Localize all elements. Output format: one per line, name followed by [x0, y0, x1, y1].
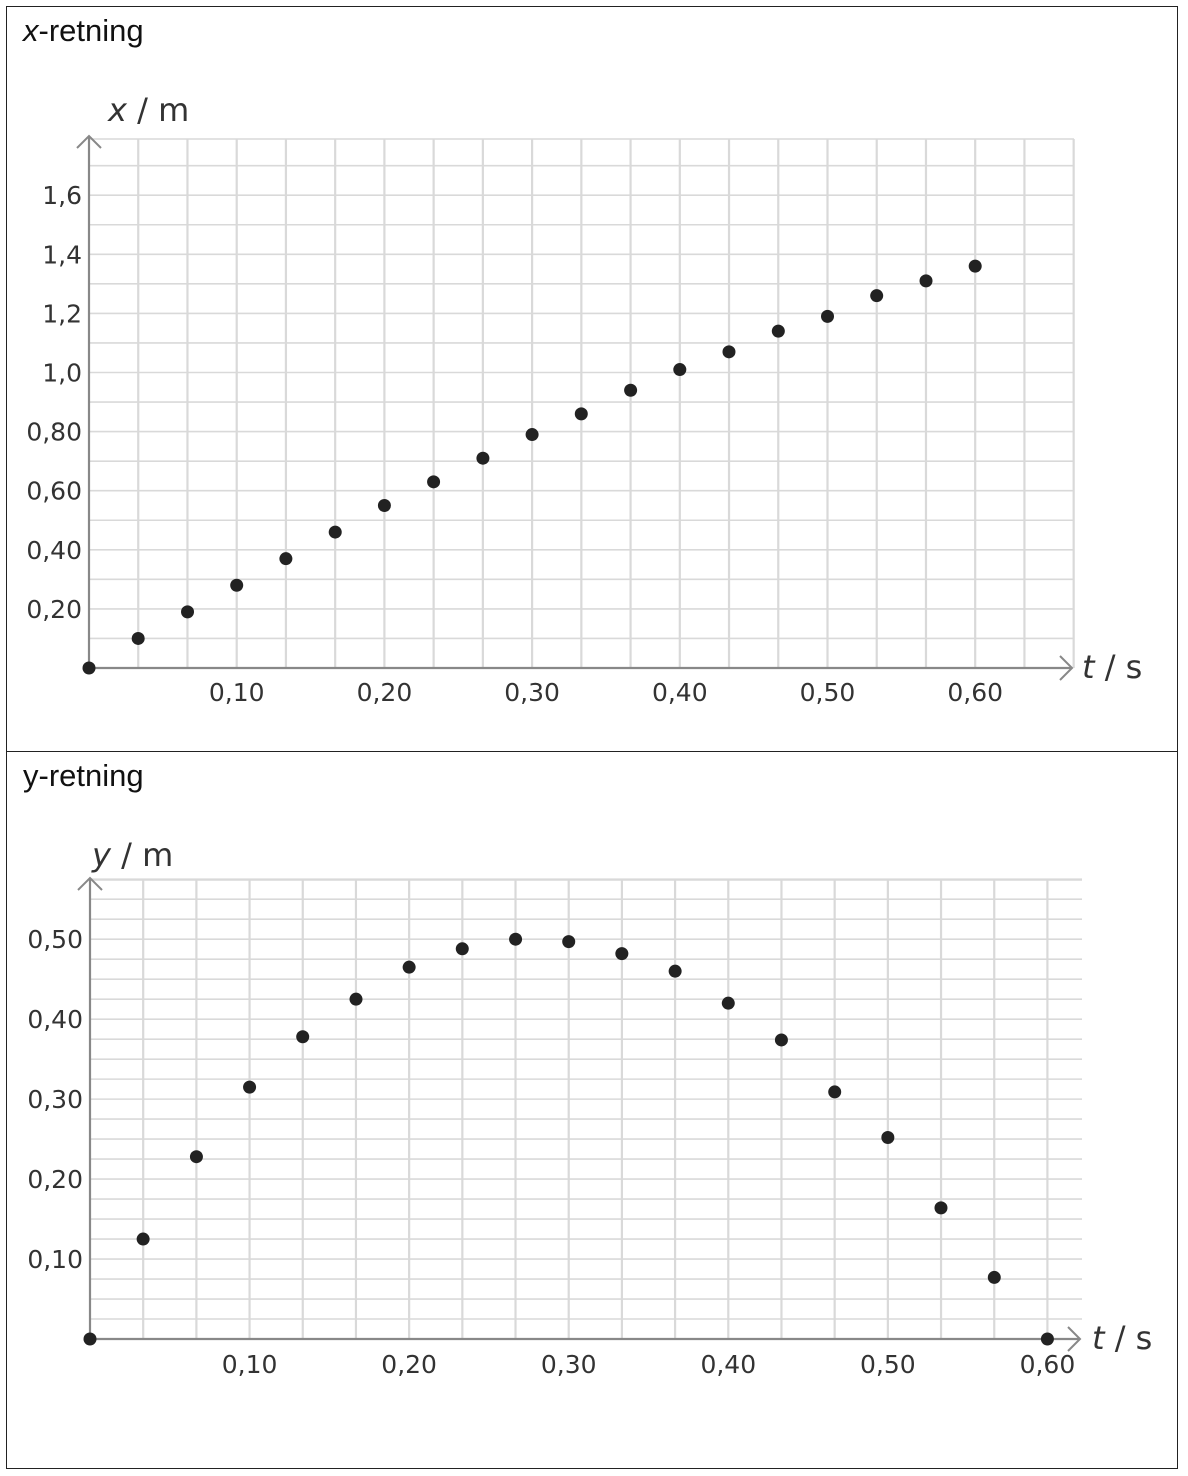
y-axis-label: x / m — [107, 91, 189, 129]
data-point — [476, 451, 490, 465]
data-point — [721, 996, 735, 1010]
panel-title-var: x — [23, 13, 39, 48]
x-tick-label: 0,20 — [381, 1350, 437, 1379]
x-axis-arrow-icon — [1067, 1326, 1082, 1352]
y-tick-label: 0,50 — [27, 925, 83, 954]
y-tick-label: 0,60 — [26, 477, 82, 506]
y-tick-label: 1,2 — [42, 299, 82, 328]
panel-title-rest: -retning — [38, 13, 144, 48]
data-point — [668, 964, 682, 978]
data-point — [328, 525, 342, 539]
data-point — [881, 1131, 895, 1145]
data-point — [296, 1030, 310, 1044]
x-axis-label-var: t — [1092, 1319, 1106, 1357]
y-axis-arrow-icon — [77, 876, 103, 891]
data-point — [131, 631, 145, 645]
x-direction-panel: x-retning — [6, 6, 1178, 753]
y-axis-label-unit: / m — [127, 91, 189, 129]
x-tick-label: 0,30 — [541, 1350, 597, 1379]
data-point — [934, 1201, 948, 1215]
y-tick-label: 0,40 — [26, 536, 82, 565]
data-point — [574, 407, 588, 421]
data-point — [1040, 1332, 1054, 1346]
data-point — [987, 1270, 1001, 1284]
data-point — [427, 475, 441, 489]
data-point — [870, 289, 884, 303]
data-point — [189, 1150, 203, 1164]
data-point — [615, 947, 629, 961]
x-axis-label-unit: / s — [1095, 648, 1143, 686]
y-tick-label: 0,40 — [27, 1005, 83, 1034]
y-tick-label: 1,6 — [42, 181, 82, 210]
x-tick-label: 0,20 — [357, 678, 413, 707]
y-axis-label-var: y — [91, 836, 112, 874]
y-tick-label: 0,80 — [26, 418, 82, 447]
x-tick-label: 0,60 — [947, 678, 1003, 707]
panel-title-x: x-retning — [23, 11, 144, 51]
x-tick-label: 0,60 — [1020, 1350, 1076, 1379]
y-tick-label: 0,10 — [27, 1245, 83, 1274]
data-point — [525, 428, 539, 442]
x-axis-label: t / s — [1082, 648, 1142, 686]
data-point — [624, 383, 638, 397]
x-tick-label: 0,30 — [504, 678, 560, 707]
data-point — [562, 935, 576, 949]
y-axis-arrow-icon — [76, 134, 102, 149]
y-axis-label-unit: / m — [111, 836, 173, 874]
y-tick-label: 1,0 — [42, 359, 82, 388]
data-point — [774, 1033, 788, 1047]
x-tick-label: 0,10 — [209, 678, 265, 707]
x-tick-label: 0,50 — [800, 678, 856, 707]
y-tick-label: 0,30 — [27, 1085, 83, 1114]
data-point — [377, 498, 391, 512]
data-point — [230, 578, 244, 592]
data-point — [673, 363, 687, 377]
data-point — [455, 942, 469, 956]
x-tick-label: 0,10 — [222, 1350, 278, 1379]
data-point — [509, 932, 523, 946]
data-point — [82, 661, 96, 675]
y-tick-label: 1,4 — [42, 240, 82, 269]
panel-title-var: y-retning — [23, 758, 144, 793]
panel-title-y: y-retning — [23, 756, 144, 796]
x-tick-label: 0,40 — [700, 1350, 756, 1379]
data-point — [919, 274, 933, 288]
data-point — [968, 259, 982, 273]
y-tick-label: 0,20 — [27, 1165, 83, 1194]
x-tick-label: 0,40 — [652, 678, 708, 707]
data-point — [349, 992, 363, 1006]
data-point — [771, 324, 785, 338]
x-axis-label-unit: / s — [1105, 1319, 1153, 1357]
y-direction-panel: y-retning — [6, 751, 1178, 1469]
x-tick-label: 0,50 — [860, 1350, 916, 1379]
data-point — [821, 309, 834, 323]
y-axis-label: y / m — [91, 836, 173, 874]
x-axis-label: t / s — [1092, 1319, 1152, 1357]
x-axis-arrow-icon — [1059, 655, 1074, 681]
y-axis-label-var: x — [107, 91, 128, 129]
data-point — [136, 1232, 150, 1246]
data-point — [279, 552, 293, 566]
x-axis-label-var: t — [1082, 648, 1096, 686]
data-point — [828, 1085, 842, 1099]
data-point — [402, 960, 416, 974]
data-point — [181, 605, 195, 619]
y-tick-label: 0,20 — [26, 595, 82, 624]
data-point — [722, 345, 736, 359]
data-point — [243, 1080, 257, 1094]
data-point — [83, 1332, 97, 1346]
